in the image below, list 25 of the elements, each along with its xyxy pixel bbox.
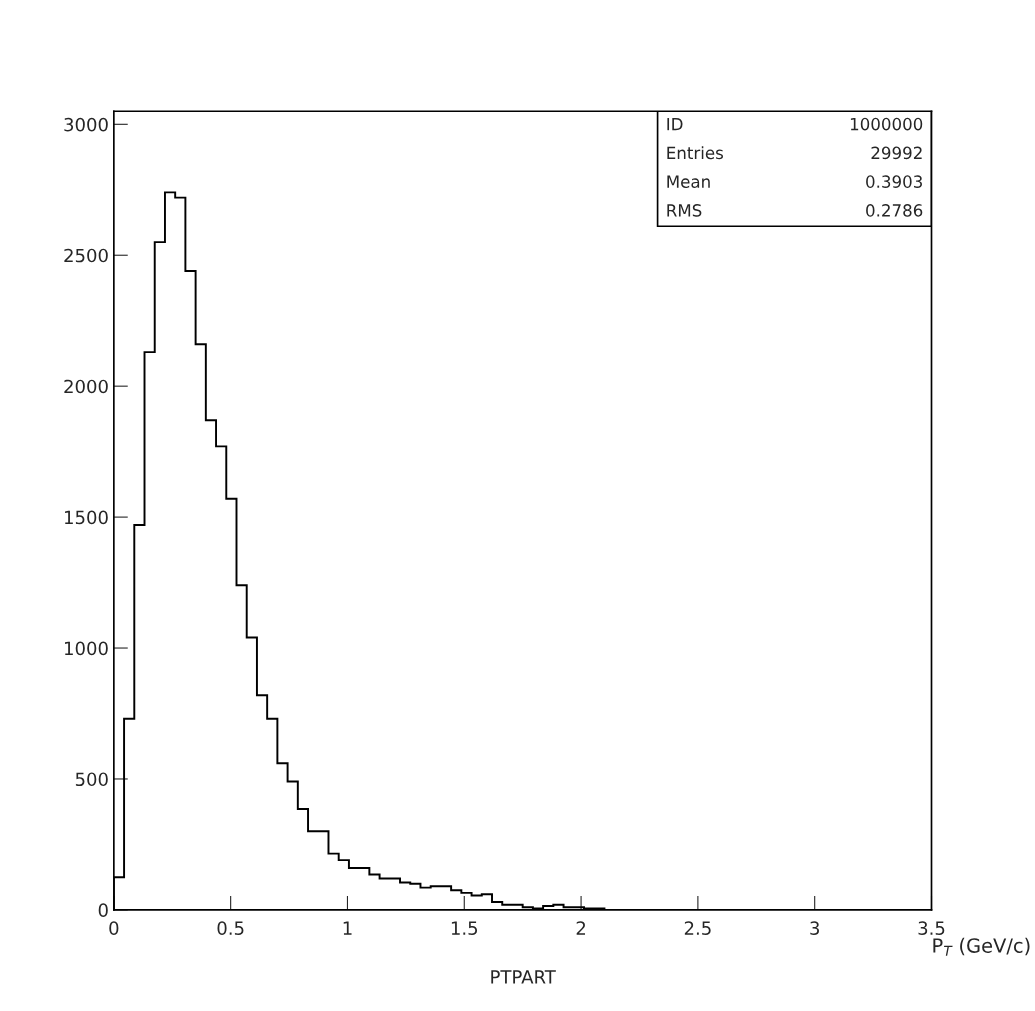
y-tick-label: 1500 [65, 510, 108, 525]
x-tick-label: 0 [109, 921, 119, 935]
annotation: Entries [667, 146, 723, 160]
annotation: 1000000 [850, 117, 923, 131]
x-axis-title: P$_{T}$ (GeV/c) [933, 937, 1030, 956]
x-tick-label: 3 [810, 921, 819, 935]
x-tick-label: 2.5 [684, 921, 711, 935]
y-tick-label: 2500 [64, 248, 108, 263]
annotation: RMS [667, 204, 702, 217]
text: PTPART [491, 970, 556, 984]
x-tick-label: 3.5 [918, 921, 945, 935]
x-tick-label: 2 [576, 921, 586, 935]
annotation: Mean [667, 175, 710, 188]
annotation: 29992 [871, 146, 922, 160]
y-tick-label: 0 [98, 903, 108, 918]
x-tick-label: 1 [343, 921, 352, 935]
annotation: 0.2786 [866, 204, 923, 217]
annotation: 0.3903 [866, 175, 922, 188]
y-tick-label: 500 [75, 772, 108, 787]
x-tick-label: 1.5 [451, 921, 478, 935]
y-tick-label: 3000 [64, 117, 108, 132]
y-tick-label: 2000 [64, 379, 108, 394]
annotation: ID [667, 118, 683, 131]
x-tick-label: 0.5 [217, 921, 244, 935]
y-tick-label: 1000 [65, 641, 108, 656]
